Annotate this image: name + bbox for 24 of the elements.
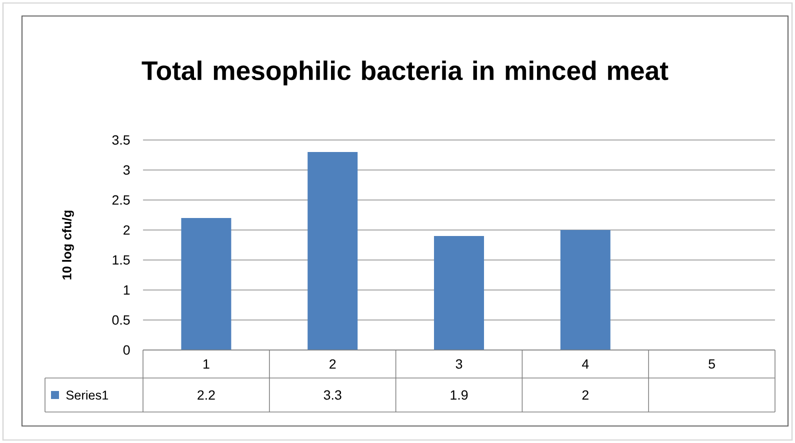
bar [560, 230, 610, 350]
y-tick-label: 3 [123, 165, 130, 175]
data-label: 1.9 [450, 390, 468, 400]
data-label: 2 [582, 390, 588, 400]
data-label: 2.2 [198, 390, 215, 400]
legend-label: Series1 [66, 390, 108, 400]
data-label: 3.3 [324, 390, 342, 400]
x-tick-label: 5 [708, 359, 715, 369]
x-tick-label: 3 [456, 359, 462, 369]
x-tick-label: 4 [582, 359, 589, 369]
bar [181, 218, 232, 350]
y-tick-label: 2.5 [112, 195, 130, 205]
x-tick-label: 2 [330, 359, 336, 369]
y-tick-label: 1 [124, 285, 130, 295]
y-axis-title: 10 log cfu/g [62, 210, 74, 280]
y-tick-label: 3.5 [112, 135, 130, 145]
y-tick-label: 0 [123, 345, 130, 355]
bar [434, 236, 484, 350]
x-tick-label: 1 [204, 359, 210, 369]
y-tick-label: 2 [124, 225, 130, 235]
y-tick-label: 1.5 [112, 255, 130, 265]
chart-title: Total mesophilic bacteria in minced meat [142, 60, 668, 86]
y-tick-label: 0.5 [112, 315, 130, 325]
bar [308, 152, 358, 350]
